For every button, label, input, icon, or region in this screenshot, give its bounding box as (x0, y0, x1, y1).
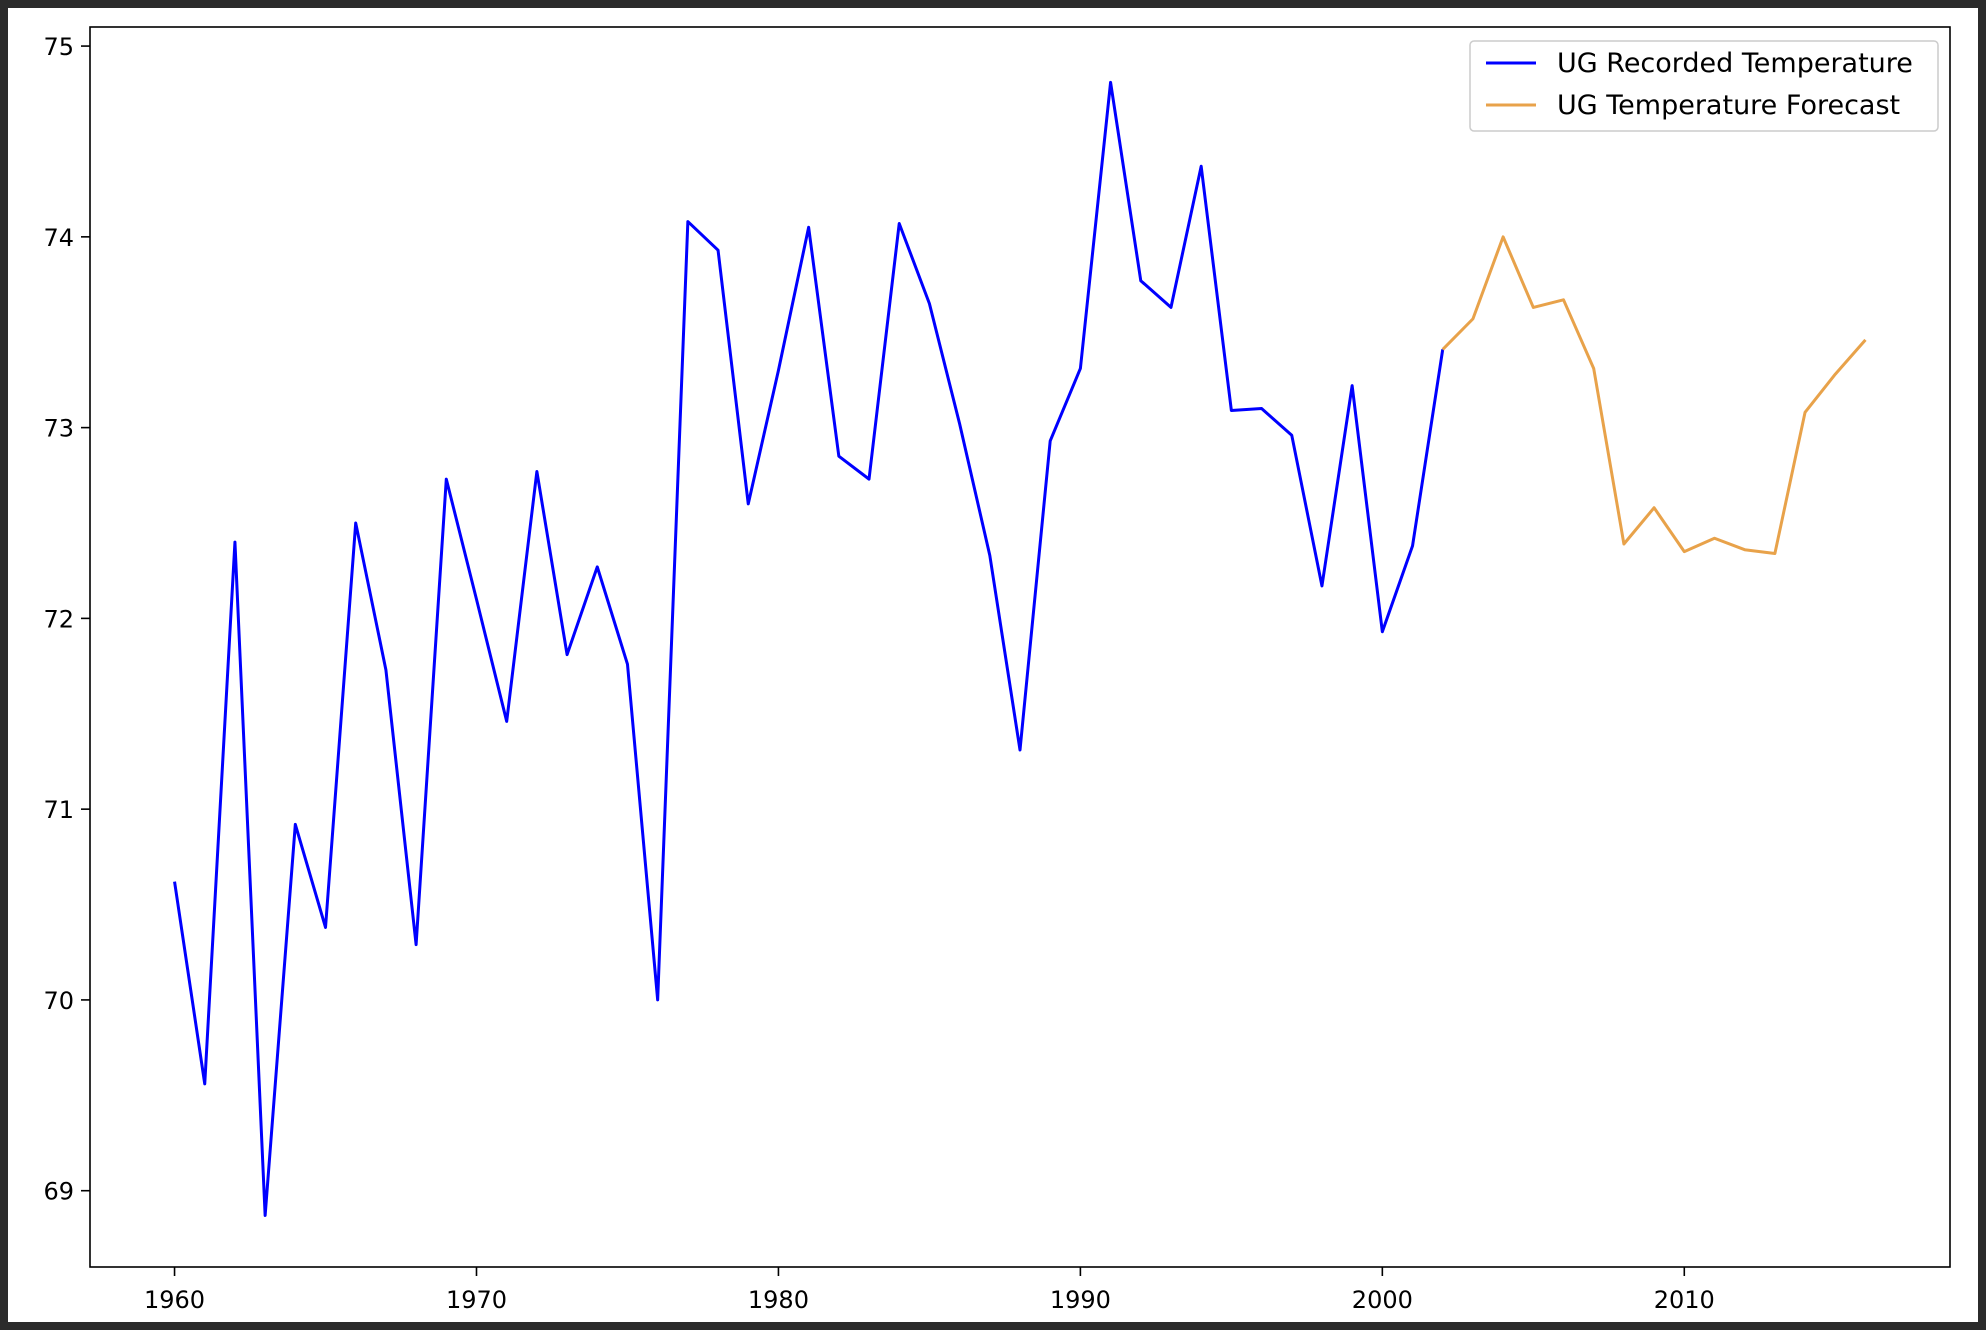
y-tick-label: 70 (43, 987, 74, 1015)
y-tick-label: 71 (43, 796, 74, 824)
x-tick-label: 1990 (1050, 1286, 1111, 1314)
y-tick-label: 72 (43, 605, 74, 633)
y-tick-label: 69 (43, 1178, 74, 1206)
x-tick-label: 1960 (144, 1286, 205, 1314)
x-tick-label: 1970 (446, 1286, 507, 1314)
y-tick-label: 74 (43, 224, 74, 252)
plot-area (89, 26, 1951, 1268)
series-line-recorded (173, 80, 1445, 1217)
legend-label-forecast: UG Temperature Forecast (1557, 90, 1900, 121)
figure: 1960 1970 1980 1990 2000 2010 69 70 71 72 73 74 75 U… (8, 8, 1978, 1322)
x-tick-label: 2000 (1352, 1286, 1413, 1314)
line-chart: 1960 1970 1980 1990 2000 2010 69 70 71 72 73 74 75 U… (43, 26, 1951, 1314)
x-tick-label: 2010 (1654, 1286, 1715, 1314)
y-tick-label: 75 (43, 33, 74, 61)
series-line-forecast (1441, 235, 1867, 556)
legend-box (1469, 40, 1939, 132)
legend-label-recorded: UG Recorded Temperature (1557, 48, 1913, 79)
y-tick-label: 73 (43, 415, 74, 443)
legend: UG Recorded Temperature UG Temperature F… (1469, 40, 1939, 132)
x-tick-label: 1980 (748, 1286, 809, 1314)
